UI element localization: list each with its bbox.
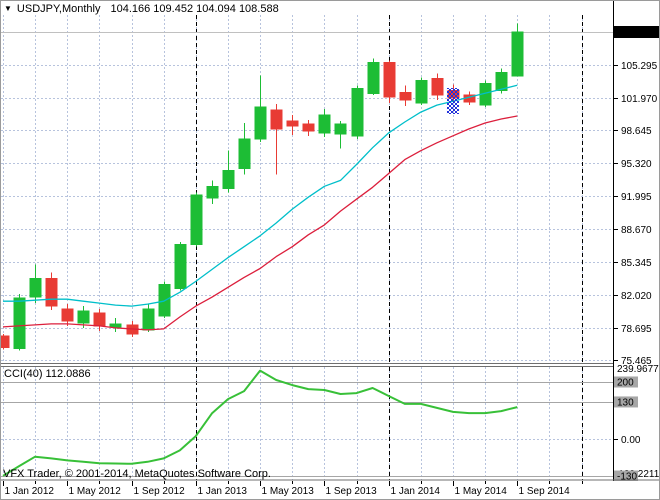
price-tick-label: 95.320 — [621, 159, 652, 170]
candle — [13, 297, 26, 350]
ma-lines-group — [2, 84, 518, 331]
candle — [334, 123, 347, 135]
price-tick-label: 85.345 — [621, 258, 652, 269]
time-axis[interactable]: 1 Jan 2012 1 May 2012 1 Sep 2012 1 Jan 2013… — [3, 481, 583, 497]
candle — [174, 244, 187, 289]
cci-max-label: 239.9677 — [617, 364, 659, 375]
cci-level-label: -130 — [617, 472, 637, 483]
candle — [190, 194, 203, 246]
time-tick-label: 1 Jan 2013 — [198, 486, 248, 497]
candle — [302, 123, 315, 132]
time-tick-label: 1 Sep 2014 — [519, 486, 571, 497]
time-tick-label: 1 Sep 2012 — [134, 486, 186, 497]
price-tick-label: 82.020 — [621, 291, 652, 302]
cci-line — [2, 369, 518, 477]
price-axis[interactable]: 105.295 101.970 98.645 95.320 91.995 88.670 85… — [613, 26, 660, 367]
price-tick-label: 88.670 — [621, 225, 652, 236]
cci-level-box — [614, 396, 638, 408]
candle — [61, 308, 74, 322]
price-tick-label: 91.995 — [621, 192, 652, 203]
time-axis-bg — [1, 481, 659, 499]
cci-level-box — [614, 470, 638, 482]
cci-level-label: 130 — [617, 397, 634, 408]
time-tick-label: 1 May 2013 — [262, 486, 315, 497]
candle — [222, 169, 235, 189]
candle — [286, 120, 299, 127]
price-tick-label: 98.645 — [621, 126, 652, 137]
candle — [45, 277, 58, 307]
current-price-label: 108.588 — [617, 28, 654, 39]
price-tick-label: 75.465 — [621, 356, 652, 367]
time-tick-label: 1 Sep 2013 — [326, 486, 378, 497]
ma-fast-line — [3, 84, 518, 307]
indicator-chart-area[interactable] — [1, 367, 613, 480]
chart-title: ▼ USDJPY,Monthly 104.166 109.452 104.094 1… — [4, 3, 279, 15]
cci-level-label: 200 — [617, 378, 634, 389]
time-tick-label: 1 Jan 2014 — [391, 486, 441, 497]
indicator-name-label: CCI(40) 112.0886 — [4, 368, 91, 380]
cci-level-lines — [1, 382, 613, 477]
cci-level-box — [614, 376, 638, 388]
symbol-period-label: USDJPY,Monthly — [16, 3, 101, 15]
price-tick-label: 101.970 — [621, 94, 658, 105]
cci-zero-label: 0.00 — [621, 435, 641, 446]
candle — [351, 87, 364, 137]
chevron-down-icon[interactable]: ▼ — [4, 4, 12, 13]
year-separator-lines — [196, 15, 583, 480]
time-tick-label: 1 May 2012 — [69, 486, 122, 497]
cci-group — [2, 369, 518, 477]
ohlc-values: 104.166 109.452 104.094 108.588 — [110, 3, 279, 15]
candle — [270, 109, 283, 130]
time-tick-label: 1 May 2014 — [455, 486, 508, 497]
main-chart-area[interactable] — [1, 13, 613, 363]
candle — [511, 31, 524, 77]
candle — [238, 138, 251, 170]
candle — [1, 335, 10, 349]
blue-checkered-marker[interactable] — [446, 88, 459, 114]
candle — [495, 71, 508, 91]
candle — [77, 310, 90, 324]
candle — [431, 77, 444, 96]
candle — [254, 106, 267, 140]
price-tick-label: 105.295 — [621, 61, 658, 72]
candle — [109, 323, 122, 328]
ma-slow-line — [2, 115, 518, 331]
candle — [415, 79, 428, 104]
candle — [318, 114, 331, 134]
pane-separators — [1, 363, 659, 367]
time-tick-label: 1 Jan 2012 — [5, 486, 55, 497]
candle — [383, 62, 396, 98]
candle — [367, 62, 380, 94]
candles-group — [1, 23, 524, 351]
price-axis-bg — [614, 1, 659, 499]
candle — [399, 91, 412, 101]
candle — [29, 277, 42, 298]
copyright-text: VFX Trader, © 2001-2014, MetaQuotes Soft… — [3, 468, 271, 480]
current-price-badge — [614, 26, 659, 38]
price-tick-label: 78.695 — [621, 324, 652, 335]
candle — [206, 185, 219, 199]
